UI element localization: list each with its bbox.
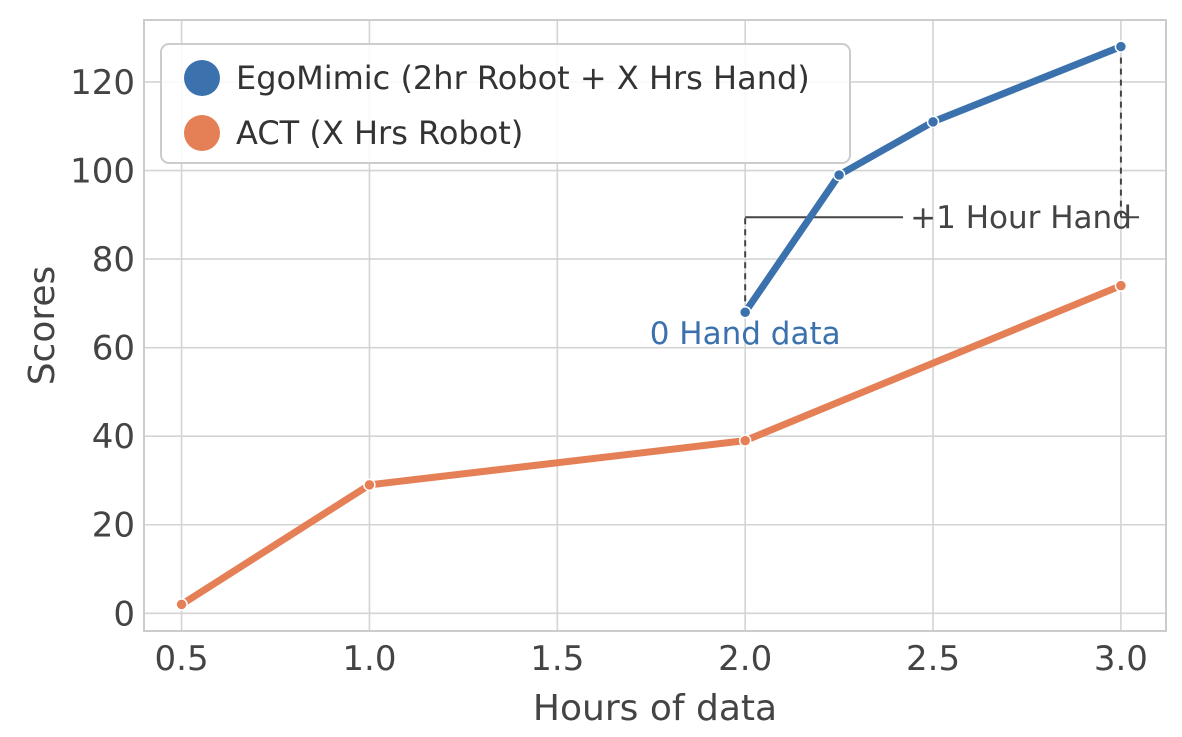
annotation-plus-one-hour-hand: +1 Hour Hand	[910, 200, 1132, 236]
x-tick-label: 3.0	[1094, 639, 1148, 679]
data-point	[832, 168, 846, 182]
x-tick-label: 2.0	[718, 639, 772, 679]
legend-marker-act	[184, 115, 220, 151]
x-axis-label: Hours of data	[533, 688, 777, 729]
legend-box	[160, 43, 851, 164]
x-tick-labels: 0.5 1.0 1.5 2.0 2.5 3.0	[155, 639, 1148, 679]
annotation-zero-hand-data: 0 Hand data	[650, 316, 841, 352]
x-tick-label: 0.5	[155, 639, 209, 679]
data-point	[175, 598, 188, 611]
data-point	[363, 478, 376, 492]
legend-marker-egomimic	[184, 60, 220, 96]
series-line-1	[178, 282, 1125, 608]
y-axis-label: Scores	[22, 266, 63, 386]
data-point	[738, 434, 752, 447]
data-point	[738, 305, 752, 319]
y-tick-label: 0	[113, 594, 135, 634]
y-tick-label: 100	[70, 152, 135, 192]
y-tick-label: 80	[92, 240, 135, 280]
series-layer	[175, 40, 1128, 611]
data-point	[1114, 279, 1128, 292]
data-point	[926, 115, 940, 129]
y-tick-labels: 0 20 40 60 80 100 120	[70, 63, 135, 634]
data-point	[1114, 40, 1128, 53]
series-line-0	[741, 43, 1125, 316]
y-tick-label: 20	[92, 506, 135, 546]
plot-frame	[143, 19, 1167, 632]
x-tick-label: 2.5	[906, 639, 960, 679]
legend: EgoMimic (2hr Robot + X Hrs Hand) ACT (X…	[160, 43, 851, 164]
legend-label-act: ACT (X Hrs Robot)	[236, 114, 523, 152]
x-tick-label: 1.5	[530, 639, 584, 679]
y-tick-label: 60	[92, 329, 135, 369]
y-tick-label: 120	[70, 63, 135, 103]
y-tick-label: 40	[92, 417, 135, 457]
x-tick-label: 1.0	[342, 639, 396, 679]
legend-label-egomimic: EgoMimic (2hr Robot + X Hrs Hand)	[236, 59, 810, 97]
annotation-brackets	[744, 46, 1140, 313]
